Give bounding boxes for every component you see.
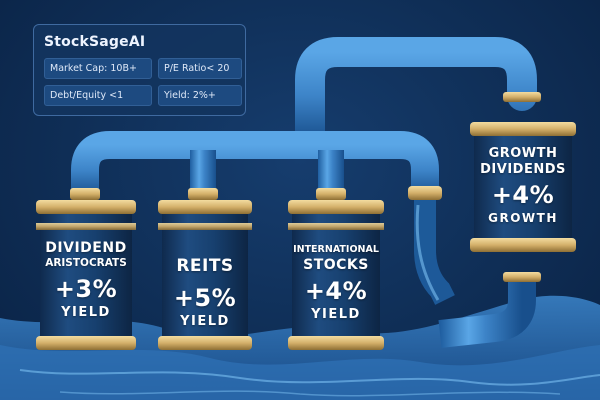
- fund-return-value: +4%: [304, 277, 368, 305]
- canister-icon: [288, 188, 384, 350]
- fund-name-line1: INTERNATIONAL: [293, 244, 379, 255]
- canister-icon: [36, 188, 136, 350]
- fund-name-line2: STOCKS: [303, 257, 369, 273]
- canister-icon: [470, 122, 576, 252]
- filter-debt-equity[interactable]: Debt/Equity <1: [44, 85, 152, 106]
- fund-return-value: +4%: [491, 181, 555, 209]
- fund-return-unit: YIELD: [311, 307, 361, 322]
- fund-return-unit: YIELD: [180, 314, 230, 329]
- filter-yield[interactable]: Yield: 2%+: [158, 85, 242, 106]
- fund-dividend-aristocrats: DIVIDEND ARISTOCRATS +3% YIELD: [36, 240, 136, 320]
- fund-name-line1: GROWTH: [488, 146, 558, 161]
- fund-name-line2: DIVIDENDS: [480, 162, 566, 177]
- screening-filters-panel: StockSageAI Market Cap: 10B+ P/E Ratio< …: [33, 24, 246, 116]
- canister-icon: [158, 188, 252, 350]
- filter-pe-ratio[interactable]: P/E Ratio< 20: [158, 58, 242, 79]
- fund-return-value: +5%: [173, 284, 237, 312]
- fund-international-stocks: INTERNATIONAL STOCKS +4% YIELD: [288, 244, 384, 322]
- fund-return-value: +3%: [54, 275, 118, 303]
- fund-name-line2: ARISTOCRATS: [45, 257, 127, 269]
- fund-name-line1: REITS: [176, 256, 234, 276]
- fund-return-unit: YIELD: [61, 305, 111, 320]
- fund-growth-dividends: GROWTH DIVIDENDS +4% GROWTH: [470, 146, 576, 225]
- app-title: StockSageAI: [44, 34, 146, 50]
- fund-return-unit: GROWTH: [488, 211, 558, 225]
- fund-reits: REITS +5% YIELD: [158, 256, 252, 329]
- fund-name-line1: DIVIDEND: [45, 240, 127, 256]
- filter-market-cap[interactable]: Market Cap: 10B+: [44, 58, 152, 79]
